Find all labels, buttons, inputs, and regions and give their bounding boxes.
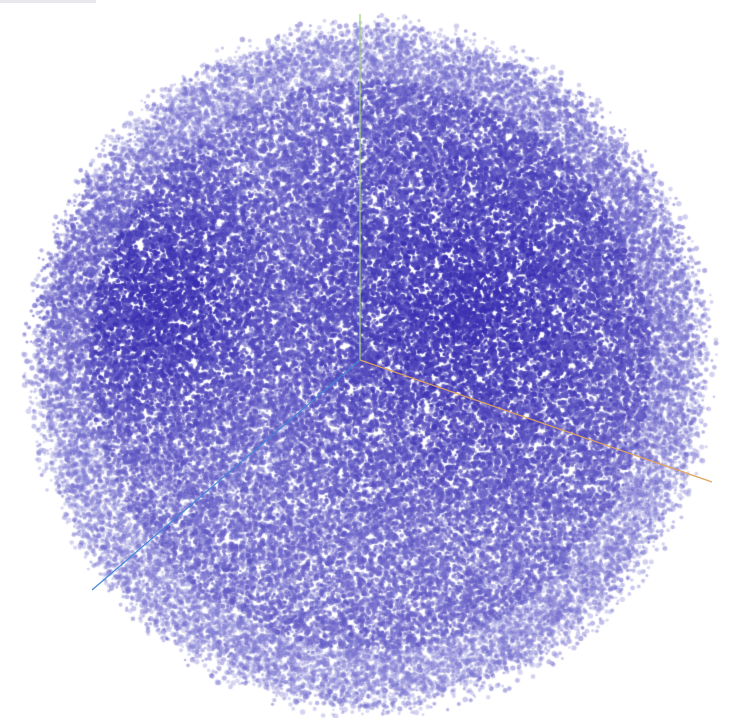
point-cloud[interactable] (0, 0, 741, 718)
3d-scatter-viewport[interactable] (0, 0, 741, 718)
